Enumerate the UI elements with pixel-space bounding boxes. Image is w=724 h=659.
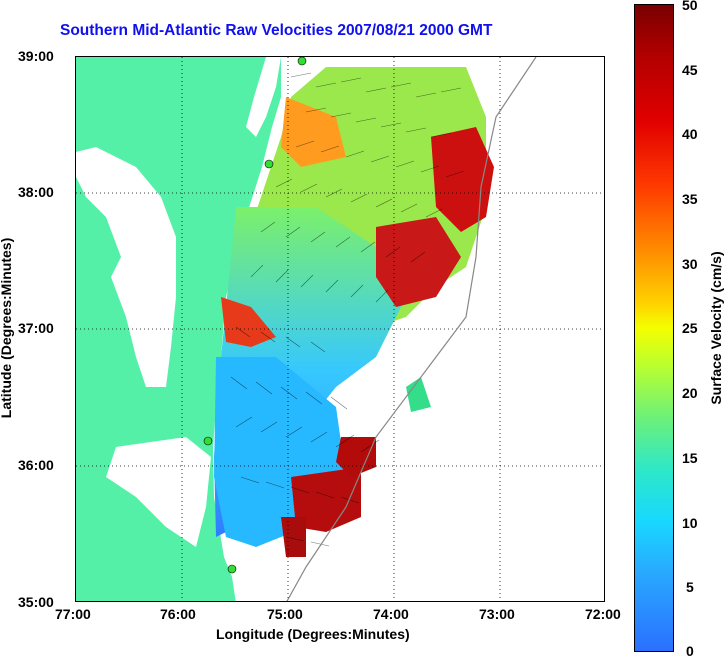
station-marker [264,159,274,169]
colorbar-tick: 40 [682,126,698,142]
delaware-bay [246,57,281,137]
pamlico-sound [106,437,211,547]
map-title: Southern Mid-Atlantic Raw Velocities 200… [60,22,493,39]
high-velocity-mid [376,217,461,307]
colorbar-tick: 30 [682,256,698,272]
y-tick: 37:00 [18,320,54,336]
colorbar-tick: 25 [682,320,698,336]
high-velocity-inner [291,467,361,532]
chesapeake-bay [76,147,176,387]
colorbar-tick: 20 [682,385,698,401]
colorbar-tick: 50 [682,0,698,13]
high-velocity-band [221,297,276,347]
colorbar-tick: 0 [686,643,694,659]
x-tick: 75:00 [267,606,303,622]
map-svg [76,57,604,601]
high-velocity-hatteras [336,437,376,477]
velocity-arrows [230,72,465,547]
high-velocity-south [281,517,306,557]
colorbar-tick: 35 [682,191,698,207]
x-tick: 72:00 [585,606,621,622]
colorbar [634,4,674,652]
colorbar-tick: 45 [682,62,698,78]
colorbar-label: Surface Velocity (cm/s) [708,251,724,405]
y-tick: 38:00 [18,184,54,200]
x-tick: 76:00 [160,606,196,622]
orange-region [281,97,346,167]
green-region [406,377,431,412]
colorbar-tick: 15 [682,450,698,466]
y-tick: 39:00 [18,48,54,64]
station-marker [203,436,213,446]
station-marker [227,564,237,574]
x-axis-label: Longitude (Degrees:Minutes) [216,626,410,642]
x-tick: 77:00 [55,606,91,622]
y-tick: 36:00 [18,457,54,473]
x-tick: 74:00 [373,606,409,622]
x-tick: 73:00 [479,606,515,622]
map-plot-area [75,56,605,602]
high-velocity-east [431,127,494,232]
colorbar-tick: 10 [682,515,698,531]
colorbar-tick: 5 [686,579,694,595]
y-axis-label: Latitude (Degrees:Minutes) [0,237,14,419]
shelf-contour [286,57,537,601]
y-tick: 35:00 [18,594,54,610]
grid-lines [76,57,604,601]
station-marker [297,57,307,66]
